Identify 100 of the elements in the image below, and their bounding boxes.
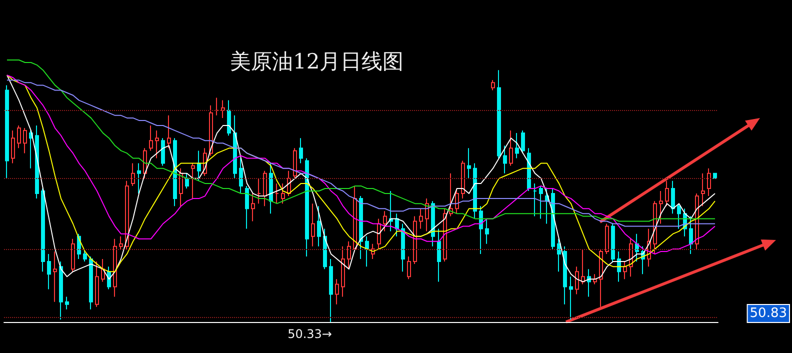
candlestick	[359, 196, 363, 260]
candlestick	[527, 148, 531, 192]
candlestick	[215, 97, 219, 116]
candlestick	[47, 253, 51, 290]
candlestick	[713, 172, 717, 179]
candlestick	[587, 268, 591, 298]
candlestick	[605, 223, 609, 254]
candlestick	[29, 130, 33, 169]
candlestick	[491, 80, 495, 91]
candlestick	[707, 168, 711, 197]
candlestick	[449, 172, 453, 217]
candlestick	[653, 200, 657, 254]
candlestick	[155, 130, 159, 159]
candlestick	[551, 188, 555, 250]
text: 50.83	[750, 306, 787, 321]
candlestick	[191, 162, 195, 200]
candlestick	[407, 256, 411, 280]
candlestick	[209, 104, 213, 156]
candlestick	[665, 180, 669, 207]
candlestick	[275, 182, 279, 204]
candlestick	[5, 84, 9, 179]
candlestick	[227, 100, 231, 136]
candlestick	[539, 185, 543, 220]
candlestick	[461, 160, 465, 200]
candlestick	[659, 190, 663, 224]
candlestick	[479, 206, 483, 254]
candlestick	[41, 188, 45, 272]
candlestick	[329, 258, 333, 322]
candlestick	[185, 172, 189, 189]
candlestick	[245, 185, 249, 230]
candlestick	[557, 238, 561, 272]
candlestick	[35, 125, 39, 200]
candlestick	[383, 210, 387, 232]
candlestick	[569, 276, 573, 320]
candlestick	[11, 130, 15, 164]
candlestick	[179, 168, 183, 207]
candlestick	[65, 296, 69, 310]
candlestick	[83, 248, 87, 262]
candlestick	[377, 218, 381, 250]
candlestick	[293, 148, 297, 179]
candlestick	[281, 182, 285, 204]
candlestick	[257, 178, 261, 204]
candlestick	[503, 145, 507, 174]
candlestick	[125, 180, 129, 250]
candlestick	[119, 236, 123, 250]
candlestick	[341, 246, 345, 298]
candlestick	[419, 208, 423, 230]
candlestick	[89, 256, 93, 310]
candlestick	[401, 223, 405, 272]
candlestick	[473, 162, 477, 220]
candlestick	[113, 238, 117, 298]
candlestick	[197, 150, 201, 182]
candlestick	[467, 148, 471, 179]
candlestick	[533, 182, 537, 217]
candlestick	[143, 148, 147, 179]
candlestick	[323, 228, 327, 270]
candlestick	[131, 162, 135, 186]
candlestick	[581, 248, 585, 285]
candlestick	[413, 216, 417, 265]
candlestick	[485, 218, 489, 244]
candlestick	[623, 261, 627, 280]
candlestick	[389, 190, 393, 232]
chart-title: 美原油12月日线图	[230, 50, 404, 74]
candlestick	[593, 274, 597, 285]
candlestick	[521, 130, 525, 154]
candlestick	[689, 216, 693, 254]
candlestick	[671, 180, 675, 214]
candlestick	[53, 250, 57, 302]
candlestick	[437, 228, 441, 282]
candlestick	[353, 185, 357, 252]
candlestick	[335, 278, 339, 305]
candlestick	[509, 130, 513, 166]
candlestick	[101, 258, 105, 282]
candlestick	[497, 70, 501, 159]
candlestick	[677, 203, 681, 230]
candlestick	[305, 158, 309, 257]
candlestick	[347, 240, 351, 270]
candlestick	[701, 172, 705, 207]
candlestick	[611, 223, 615, 262]
candlestick	[425, 198, 429, 232]
text: 50.33→	[288, 327, 332, 341]
candlestick	[137, 162, 141, 194]
candlestick	[239, 158, 243, 194]
candlestick	[233, 114, 237, 179]
candlestick	[167, 114, 171, 149]
candlestick	[317, 206, 321, 247]
candlestick	[71, 238, 75, 272]
candlestick	[161, 138, 165, 166]
candlestick	[251, 193, 255, 222]
candlestick	[599, 248, 603, 308]
candlestick	[221, 100, 225, 118]
candlestick	[149, 125, 153, 152]
candlestick	[629, 238, 633, 278]
candlestick	[365, 236, 369, 268]
candlestick	[311, 203, 315, 247]
candlestick	[59, 261, 63, 320]
candlestick	[299, 138, 303, 164]
candlestick	[269, 162, 273, 214]
candlestick	[455, 188, 459, 214]
candlestick	[575, 266, 579, 295]
